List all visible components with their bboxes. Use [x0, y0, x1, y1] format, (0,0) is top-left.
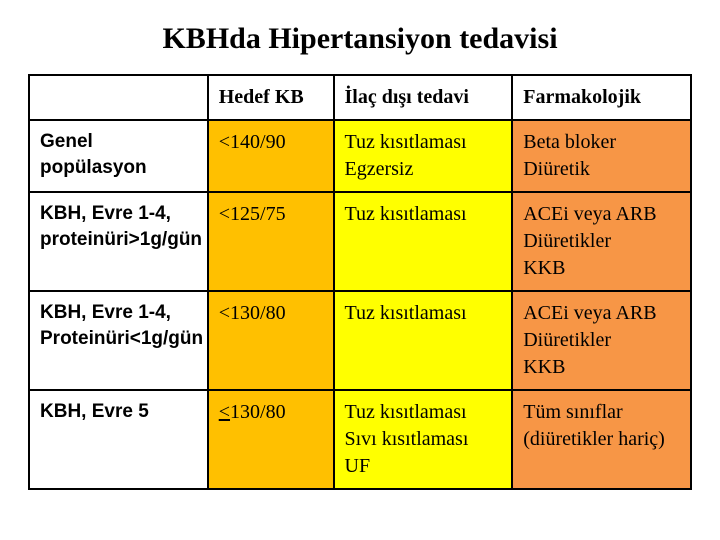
cell-hedef: <130/80: [208, 390, 334, 489]
row-label: KBH, Evre 1-4, proteinüri>1g/gün: [29, 192, 208, 291]
cell-farma: ACEi veya ARBDiüretiklerKKB: [512, 291, 691, 390]
cell-farma: Tüm sınıflar(diüretikler hariç): [512, 390, 691, 489]
row-label: KBH, Evre 1-4, Proteinüri<1g/gün: [29, 291, 208, 390]
cell-farma: Beta blokerDiüretik: [512, 120, 691, 192]
table-row: Genel popülasyon <140/90 Tuz kısıtlaması…: [29, 120, 691, 192]
table-row: KBH, Evre 1-4, Proteinüri<1g/gün <130/80…: [29, 291, 691, 390]
cell-ilac: Tuz kısıtlamasıEgzersiz: [334, 120, 513, 192]
slide: KBHda Hipertansiyon tedavisi Hedef KB İl…: [0, 0, 720, 540]
table-row: KBH, Evre 1-4, proteinüri>1g/gün <125/75…: [29, 192, 691, 291]
slide-title: KBHda Hipertansiyon tedavisi: [28, 22, 692, 56]
hedef-rest: 130/80: [230, 401, 286, 423]
cell-hedef: <140/90: [208, 120, 334, 192]
cell-ilac: Tuz kısıtlamasıSıvı kısıtlamasıUF: [334, 390, 513, 489]
col-header-ilac: İlaç dışı tedavi: [334, 75, 513, 120]
table-row: KBH, Evre 5 <130/80 Tuz kısıtlamasıSıvı …: [29, 390, 691, 489]
table-header-row: Hedef KB İlaç dışı tedavi Farmakolojik: [29, 75, 691, 120]
cell-ilac: Tuz kısıtlaması: [334, 192, 513, 291]
cell-hedef: <130/80: [208, 291, 334, 390]
hedef-underline: <: [219, 401, 230, 423]
table-body: Genel popülasyon <140/90 Tuz kısıtlaması…: [29, 120, 691, 489]
treatment-table: Hedef KB İlaç dışı tedavi Farmakolojik G…: [28, 74, 692, 490]
col-header-farma: Farmakolojik: [512, 75, 691, 120]
row-label: KBH, Evre 5: [29, 390, 208, 489]
col-header-empty: [29, 75, 208, 120]
cell-ilac: Tuz kısıtlaması: [334, 291, 513, 390]
row-label: Genel popülasyon: [29, 120, 208, 192]
col-header-hedef: Hedef KB: [208, 75, 334, 120]
cell-hedef: <125/75: [208, 192, 334, 291]
cell-farma: ACEi veya ARBDiüretiklerKKB: [512, 192, 691, 291]
